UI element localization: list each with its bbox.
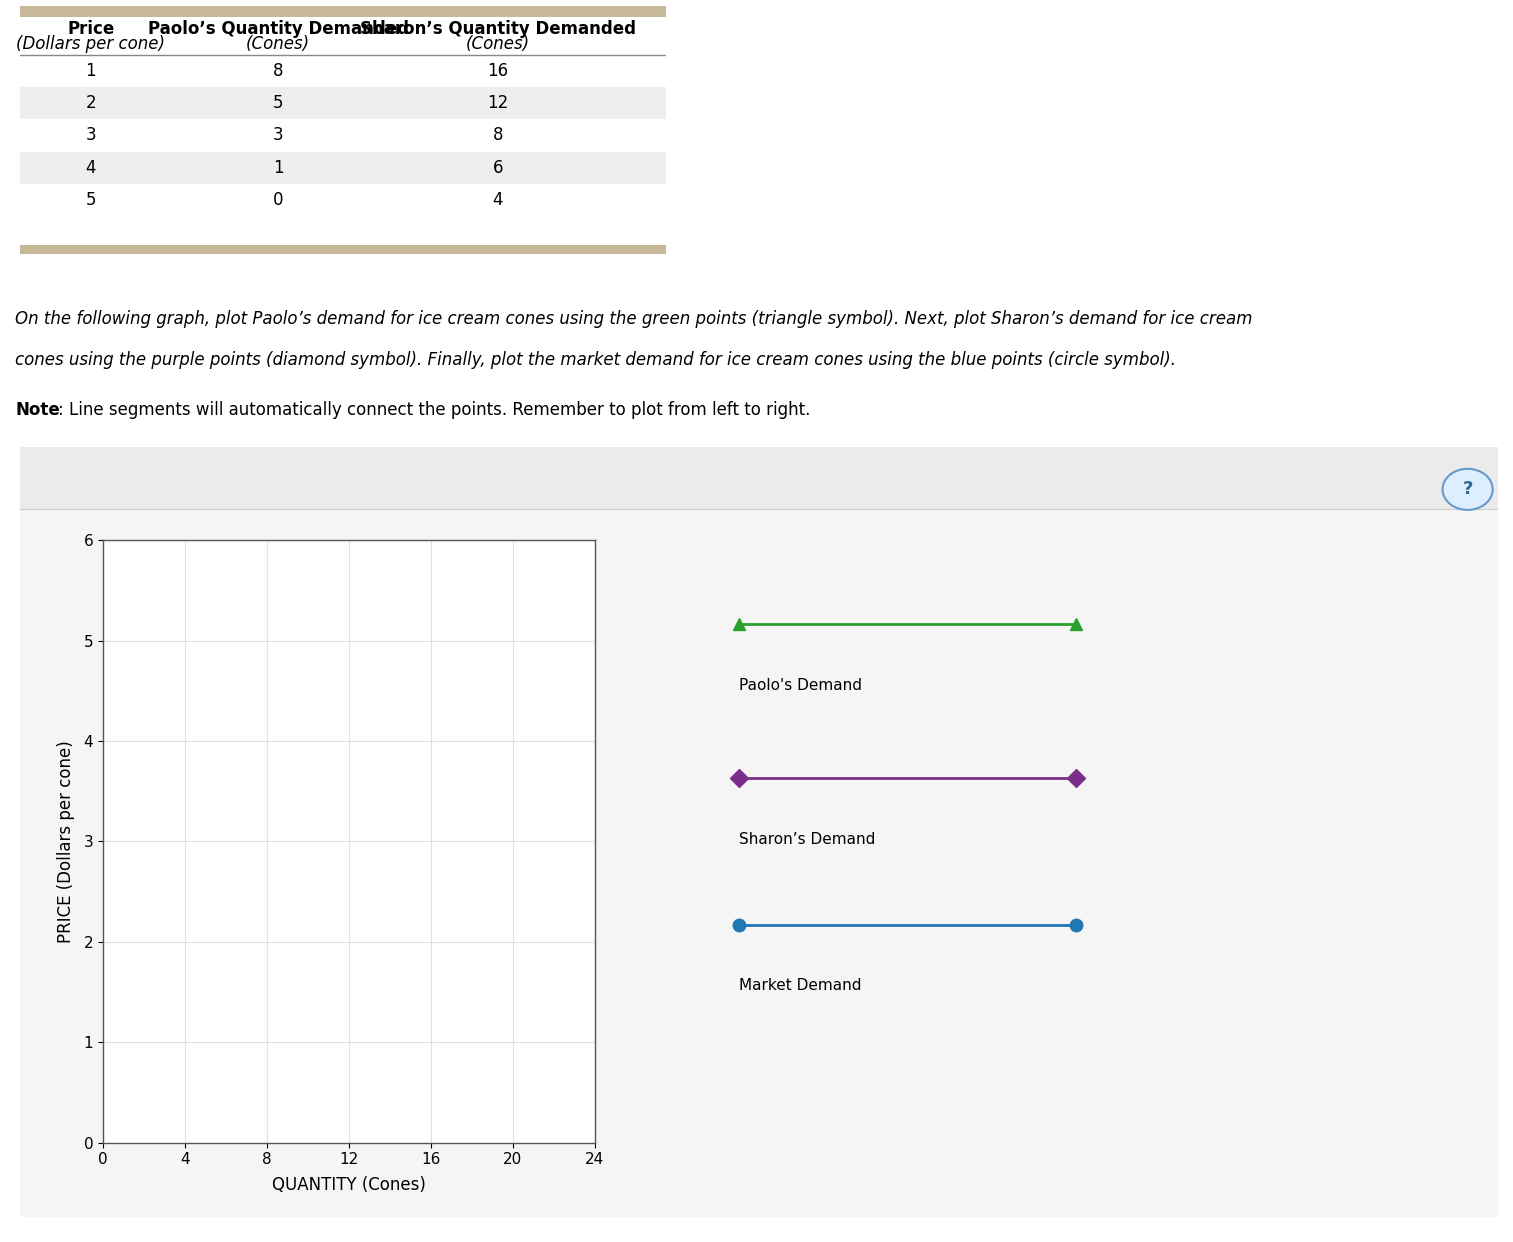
- Text: Sharon’s Quantity Demanded: Sharon’s Quantity Demanded: [360, 20, 635, 39]
- Bar: [20, 245, 666, 255]
- Text: 3: 3: [85, 127, 95, 144]
- Bar: [20, 184, 666, 216]
- Text: 5: 5: [86, 191, 95, 209]
- FancyBboxPatch shape: [5, 440, 1513, 1225]
- Text: 8: 8: [272, 62, 283, 79]
- Text: (Dollars per cone): (Dollars per cone): [17, 35, 165, 52]
- Text: 0: 0: [272, 191, 283, 209]
- Text: (Cones): (Cones): [247, 35, 310, 52]
- Text: Paolo’s Quantity Demanded: Paolo’s Quantity Demanded: [148, 20, 409, 39]
- Text: 1: 1: [272, 159, 283, 176]
- Y-axis label: PRICE (Dollars per cone): PRICE (Dollars per cone): [57, 740, 76, 943]
- Text: cones using the purple points (diamond symbol). Finally, plot the market demand : cones using the purple points (diamond s…: [15, 351, 1176, 369]
- Bar: [20, 6, 666, 17]
- Text: On the following graph, plot Paolo’s demand for ice cream cones using the green : On the following graph, plot Paolo’s dem…: [15, 310, 1253, 328]
- Bar: [20, 87, 666, 119]
- Text: 1: 1: [85, 62, 95, 79]
- Bar: [20, 55, 666, 87]
- Text: (Cones): (Cones): [466, 35, 530, 52]
- Text: Sharon’s Demand: Sharon’s Demand: [740, 832, 876, 847]
- Bar: [20, 447, 1498, 509]
- Bar: [20, 152, 666, 184]
- Text: Paolo's Demand: Paolo's Demand: [740, 678, 862, 693]
- Text: Price: Price: [67, 20, 115, 39]
- Text: 4: 4: [493, 191, 502, 209]
- Text: 6: 6: [493, 159, 502, 176]
- Text: 2: 2: [85, 94, 95, 112]
- Text: : Line segments will automatically connect the points. Remember to plot from lef: : Line segments will automatically conne…: [57, 401, 811, 419]
- Circle shape: [1442, 468, 1493, 510]
- Bar: [20, 119, 666, 152]
- Text: 3: 3: [272, 127, 283, 144]
- Text: 4: 4: [86, 159, 95, 176]
- Text: 5: 5: [272, 94, 283, 112]
- Text: Note: Note: [15, 401, 61, 419]
- Text: 16: 16: [487, 62, 508, 79]
- Text: 12: 12: [487, 94, 508, 112]
- Text: ?: ?: [1463, 481, 1472, 498]
- X-axis label: QUANTITY (Cones): QUANTITY (Cones): [272, 1176, 425, 1194]
- Text: 8: 8: [493, 127, 502, 144]
- Text: Market Demand: Market Demand: [740, 979, 862, 994]
